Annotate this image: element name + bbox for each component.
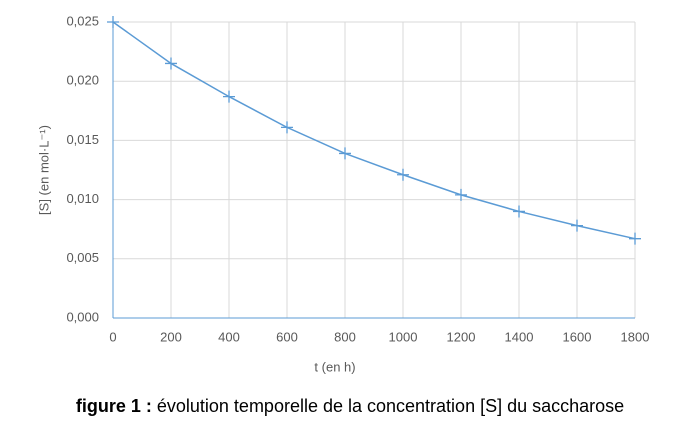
caption-text: évolution temporelle de la concentration… bbox=[156, 396, 625, 416]
x-tick-label: 1000 bbox=[389, 329, 418, 344]
x-tick-label: 1400 bbox=[505, 329, 534, 344]
y-tick-label: 0,025 bbox=[66, 13, 99, 28]
x-axis-label: t (en h) bbox=[314, 359, 355, 374]
x-tick-label: 800 bbox=[334, 329, 356, 344]
data-point bbox=[571, 219, 583, 232]
x-tick-label: 1600 bbox=[563, 329, 592, 344]
data-point bbox=[107, 16, 119, 28]
chart: t (en h) [S] (en mol·L⁻¹) 0,000 0,005 0,01… bbox=[36, 13, 650, 374]
data-point bbox=[513, 205, 525, 218]
y-tick-label: 0,015 bbox=[66, 132, 99, 147]
data-point bbox=[165, 57, 177, 70]
data-point bbox=[339, 147, 351, 160]
data-point bbox=[223, 90, 235, 103]
y-axis-label: [S] (en mol·L⁻¹) bbox=[36, 125, 51, 215]
x-tick-label: 600 bbox=[276, 329, 298, 344]
x-tick-label: 1200 bbox=[447, 329, 476, 344]
caption-label: figure 1 : bbox=[75, 396, 152, 416]
x-tick-label: 0 bbox=[109, 329, 116, 344]
x-tick-label: 400 bbox=[218, 329, 240, 344]
y-tick-label: 0,010 bbox=[66, 191, 99, 206]
y-tick-label: 0,020 bbox=[66, 73, 99, 88]
data-point bbox=[629, 232, 641, 245]
x-tick-label: 200 bbox=[160, 329, 182, 344]
y-tick-label: 0,000 bbox=[66, 309, 99, 324]
data-point bbox=[397, 168, 409, 181]
y-tick-label: 0,005 bbox=[66, 250, 99, 265]
data-line bbox=[112, 21, 636, 240]
x-tick-label: 1800 bbox=[621, 329, 650, 344]
caption: figure 1 : évolution temporelle de la co… bbox=[0, 396, 700, 417]
data-point bbox=[281, 121, 293, 134]
data-point bbox=[455, 188, 467, 201]
